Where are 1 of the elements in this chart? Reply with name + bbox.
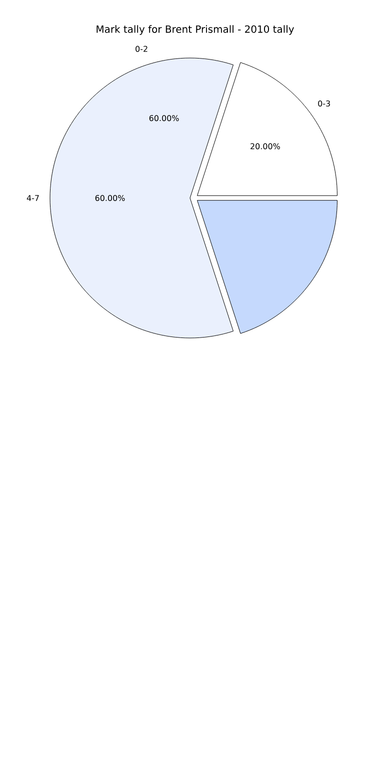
chart-title: Mark tally for Brent Prismall - 2010 tally — [96, 25, 294, 35]
